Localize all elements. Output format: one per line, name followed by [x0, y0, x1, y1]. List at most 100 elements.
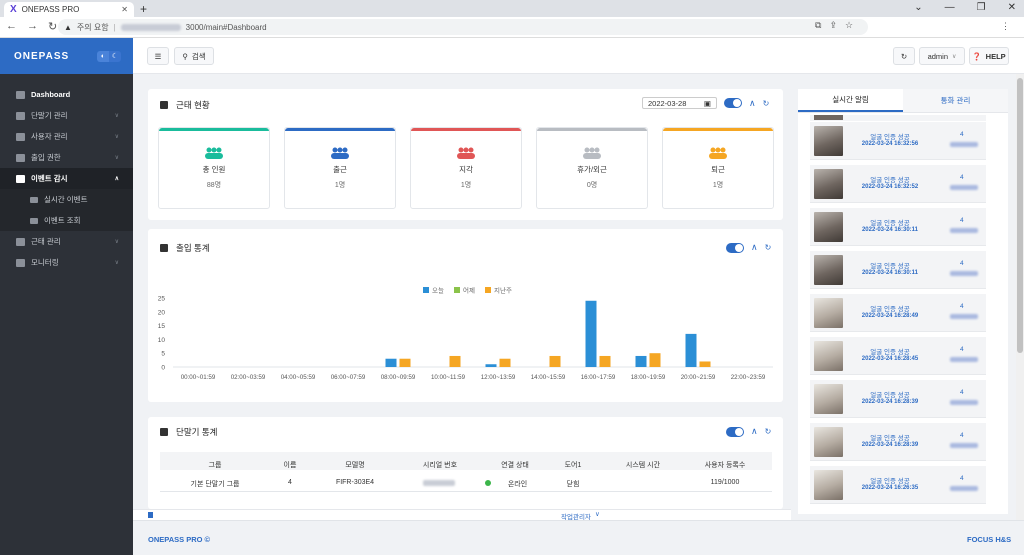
back-icon[interactable]: ←	[6, 20, 17, 32]
restore-icon[interactable]: ❐	[976, 2, 986, 13]
translate-icon[interactable]: ⧉	[815, 20, 822, 30]
close-tab-icon[interactable]: ✕	[121, 5, 128, 14]
url-actions: ⧉ ⇪ ☆	[815, 20, 853, 31]
url-field[interactable]: ▲ 주의 요함 | 3000/main#Dashboard	[58, 19, 868, 35]
access-stats-controls: ∧ ↻	[726, 242, 771, 253]
x-tick-label: 18:00~19:59	[631, 374, 666, 381]
tab-call-management[interactable]: 통화 관리	[903, 89, 1008, 112]
bookmark-star-icon[interactable]: ☆	[844, 20, 854, 30]
trash-icon[interactable]	[148, 512, 153, 518]
app-favicon-icon: X	[10, 4, 17, 15]
stat-color-bar	[411, 128, 521, 131]
cell-users: 119/1000	[710, 479, 740, 486]
browser-tab[interactable]: X ONEPASS PRO ✕	[4, 2, 134, 17]
alert-text: 얼굴 인증 성공	[870, 134, 910, 141]
tab-realtime-alerts[interactable]: 실시간 알림	[798, 89, 903, 112]
alert-text: 얼굴 인증 성공	[870, 435, 910, 442]
alert-id-redacted	[950, 314, 978, 319]
user-menu-button[interactable]: admin ∨	[919, 47, 965, 65]
more-menu-icon[interactable]: ⋮	[1001, 21, 1010, 31]
alert-time: 2022-03-24 16:28:39	[861, 399, 919, 405]
menu-button[interactable]: ☰	[147, 47, 169, 65]
online-status-dot	[485, 480, 491, 486]
help-button[interactable]: ❓ HELP	[969, 47, 1009, 65]
alert-item[interactable]: 얼굴 인증 성공 2022-03-24 16:26:35 4	[810, 466, 986, 504]
task-manager-bar[interactable]: 작업관리자 ∨	[133, 509, 791, 521]
sidebar-item-attendance[interactable]: 근태 관리 ∨	[0, 231, 133, 252]
sidebar-item-label: 사용자 관리	[31, 132, 68, 141]
refresh-icon[interactable]: ↻	[764, 243, 772, 252]
search-label: 검색	[191, 51, 206, 61]
alert-text: 얼굴 인증 성공	[870, 177, 910, 184]
app-logo: ONEPASS	[14, 50, 70, 62]
refresh-button[interactable]: ↻	[893, 47, 915, 65]
alert-number: 4	[960, 346, 964, 353]
alert-item[interactable]: 얼굴 인증 성공 2022-03-24 16:32:52 4	[810, 165, 986, 203]
bar	[599, 355, 611, 367]
sidebar-item-event-monitor[interactable]: 이벤트 감시 ∧	[0, 168, 133, 189]
sidebar-item-label: 이벤트 조회	[44, 216, 81, 225]
face-thumbnail	[814, 427, 843, 457]
collapse-icon[interactable]: ∧	[751, 242, 758, 252]
alert-text: 얼굴 인증 성공	[870, 349, 910, 356]
sidebar-item-devices[interactable]: 단말기 관리 ∨	[0, 105, 133, 126]
attendance-toggle[interactable]	[724, 98, 742, 108]
collapse-icon[interactable]: ∧	[749, 97, 756, 108]
scrollbar-thumb[interactable]	[1017, 78, 1023, 353]
sidebar-item-users[interactable]: 사용자 관리 ∨	[0, 126, 133, 147]
alert-item[interactable]: 얼굴 인증 성공 2022-03-24 16:30:11 4	[810, 208, 986, 246]
alert-item[interactable]: 얼굴 인증 성공 2022-03-24 16:30:11 4	[810, 251, 986, 289]
access-stats-toggle[interactable]	[726, 242, 744, 253]
alert-item[interactable]: 얼굴 인증 성공 2022-03-24 16:28:39 4	[810, 423, 986, 461]
address-bar-row: ← → ↻ ▲ 주의 요함 | 3000/main#Dashboard ⧉ ⇪ …	[0, 17, 1024, 38]
column-header: 그룹	[208, 462, 222, 469]
alert-partial	[810, 115, 986, 121]
alert-id-redacted	[950, 400, 978, 405]
url-host-redacted	[120, 23, 181, 31]
sidebar-item-event-search[interactable]: 이벤트 조회	[0, 210, 133, 231]
alert-item[interactable]: 얼굴 인증 성공 2022-03-24 16:28:49 4	[810, 294, 986, 332]
collapse-icon[interactable]: ∧	[751, 426, 758, 436]
top-bar: ☰ ⚲ 검색 ↻ admin ∨ ❓ HELP	[133, 38, 1024, 74]
toggle-on-icon[interactable]: ◐	[97, 50, 109, 62]
reload-icon[interactable]: ↻	[48, 21, 58, 33]
sidebar: ONEPASS ◐ ☾ Dashboard 단말기 관리 ∨ 사용자 관리 ∨ …	[0, 38, 133, 555]
new-tab-button[interactable]: +	[140, 2, 148, 16]
access-stats-header: 출입 통계	[160, 242, 210, 254]
chevron-down-icon: ∨	[114, 239, 119, 245]
alert-item[interactable]: 얼굴 인증 성공 2022-03-24 16:32:56 4	[810, 122, 986, 160]
close-window-icon[interactable]: ✕	[1007, 2, 1016, 13]
date-input[interactable]: 2022-03-28 ▣	[642, 97, 717, 109]
browser-tabbar: X ONEPASS PRO ✕ + ⌄ — ❐ ✕	[0, 0, 1024, 17]
search-button[interactable]: ⚲ 검색	[174, 47, 214, 65]
stat-total: 총 인원 88명	[158, 127, 270, 209]
column-header: 시스템 시간	[625, 462, 661, 469]
page-scrollbar[interactable]	[1016, 74, 1024, 555]
sidebar-item-monitoring[interactable]: 모니터링 ∨	[0, 252, 133, 273]
tab-list-icon[interactable]: ⌄	[914, 2, 923, 13]
sidebar-item-access[interactable]: 출입 권한 ∨	[0, 147, 133, 168]
x-tick-label: 16:00~17:59	[581, 374, 616, 381]
calendar-icon	[160, 101, 168, 109]
access-stats-card: 출입 통계 ∧ ↻	[148, 229, 783, 402]
refresh-icon[interactable]: ↻	[764, 427, 772, 436]
stat-checkin: 출근 1명	[284, 127, 396, 209]
stat-color-bar	[159, 128, 269, 131]
chevron-down-icon: ∨	[114, 260, 119, 266]
sidebar-item-dashboard[interactable]: Dashboard	[0, 84, 133, 105]
alert-item[interactable]: 얼굴 인증 성공 2022-03-24 16:28:39 4	[810, 380, 986, 418]
bar	[449, 355, 461, 367]
share-icon[interactable]: ⇪	[829, 20, 837, 30]
sidebar-item-label: 근태 관리	[31, 237, 61, 246]
forward-icon[interactable]: →	[27, 20, 38, 32]
face-thumbnail	[814, 341, 843, 371]
device-stats-toggle[interactable]	[726, 426, 744, 437]
sidebar-toggle-group: ◐ ☾	[97, 50, 121, 62]
cell-door: 닫힘	[566, 481, 580, 488]
sidebar-item-realtime-event[interactable]: 실시간 이벤트	[0, 189, 133, 210]
alert-item[interactable]: 얼굴 인증 성공 2022-03-24 16:28:45 4	[810, 337, 986, 375]
refresh-icon[interactable]: ↻	[762, 98, 770, 108]
minimize-icon[interactable]: —	[944, 2, 955, 13]
dark-mode-icon[interactable]: ☾	[109, 50, 121, 62]
alert-text: 얼굴 인증 성공	[870, 263, 910, 270]
